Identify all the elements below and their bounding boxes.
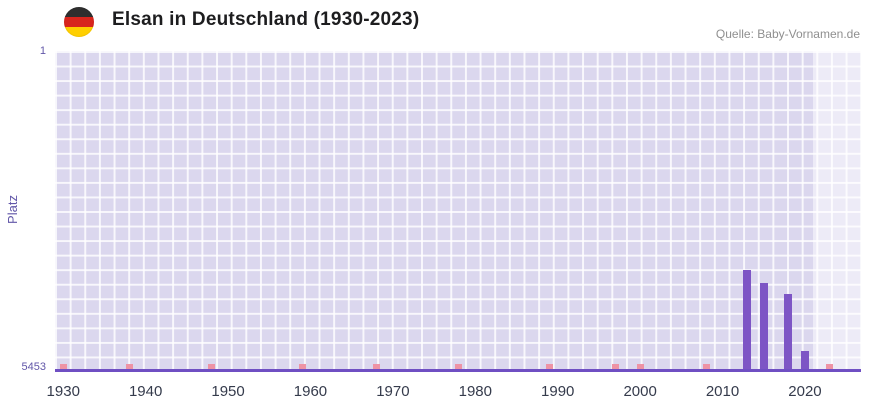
rank-bar-2015[interactable] (759, 283, 768, 369)
rank-bar-2020[interactable] (800, 350, 809, 369)
baseline-marker-1989[interactable] (545, 364, 553, 369)
y-axis-label: Platz (4, 195, 20, 224)
x-tick-1990: 1990 (541, 383, 575, 400)
baseline-marker-2023[interactable] (826, 364, 834, 369)
highlight-band (813, 51, 861, 369)
source-credit: Quelle: Baby-Vornamen.de (715, 27, 860, 41)
chart-title: Elsan in Deutschland (1930-2023) (112, 9, 420, 30)
baseline-marker-1968[interactable] (372, 364, 380, 369)
x-tick-2000: 2000 (623, 383, 657, 400)
baseline-marker-1938[interactable] (125, 364, 133, 369)
baseline-marker-2000[interactable] (636, 364, 644, 369)
plot-area (55, 51, 861, 372)
x-tick-2010: 2010 (705, 383, 740, 400)
rank-bar-2018[interactable] (784, 294, 793, 369)
x-tick-1950: 1950 (211, 383, 245, 400)
x-tick-1960: 1960 (293, 383, 328, 400)
y-tick-bottom: 5453 (21, 361, 46, 373)
baseline-marker-1959[interactable] (298, 364, 306, 369)
y-tick-top: 1 (39, 45, 46, 57)
rank-bar-2013[interactable] (743, 270, 752, 369)
baseline-marker-1948[interactable] (208, 364, 216, 369)
x-tick-1930: 1930 (46, 383, 80, 400)
x-axis-labels: 1930 1940 1950 1960 1970 1980 1990 2000 2010 2020 (47, 383, 861, 403)
baseline-marker-1997[interactable] (611, 364, 619, 369)
germany-flag-icon (64, 7, 94, 37)
baseline-marker-1930[interactable] (59, 364, 67, 369)
baseline-marker-2008[interactable] (702, 364, 710, 369)
baseline-marker-1978[interactable] (455, 364, 463, 369)
x-tick-2020: 2020 (788, 383, 822, 400)
x-tick-1940: 1940 (128, 383, 163, 400)
x-tick-1980: 1980 (458, 383, 492, 400)
x-tick-1970: 1970 (376, 383, 410, 400)
